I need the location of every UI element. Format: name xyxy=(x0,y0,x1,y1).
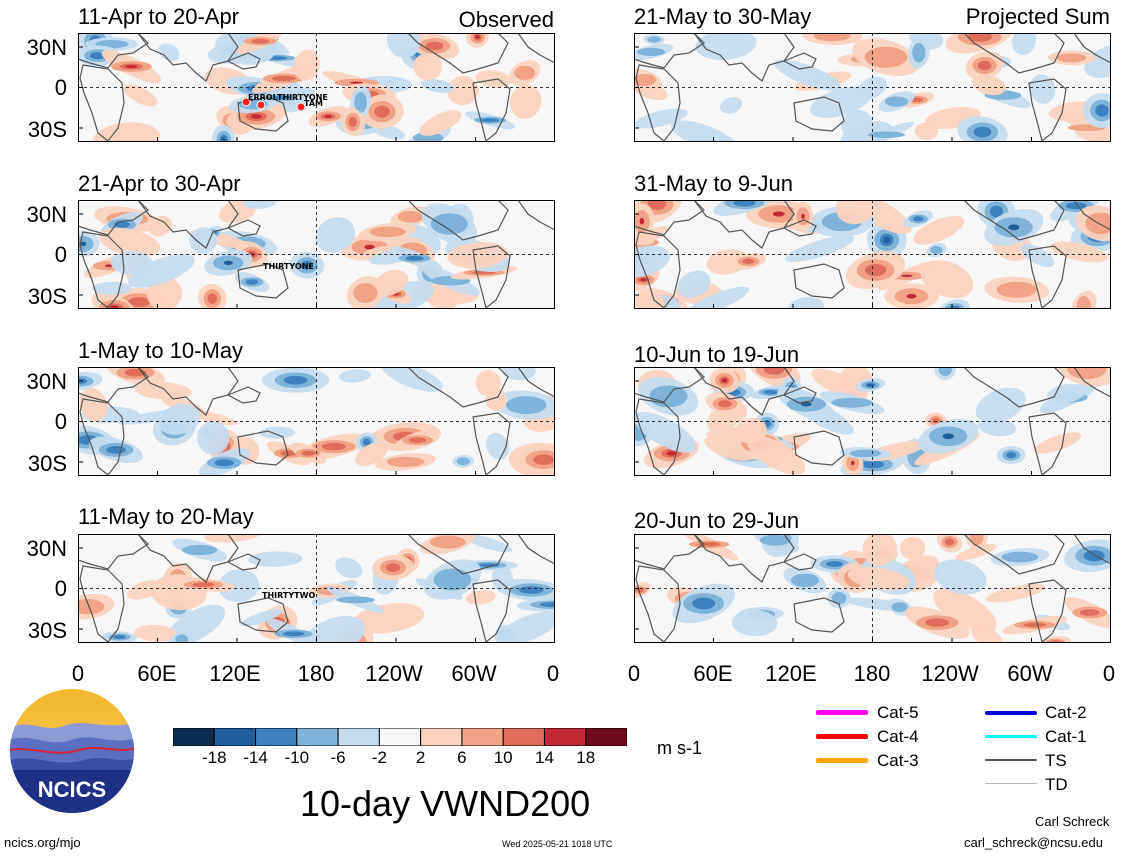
lon-label-120w: 120W xyxy=(921,661,979,686)
map-panel-projected-4 xyxy=(634,534,1111,643)
lon-label-0: 0 xyxy=(627,661,641,686)
legend-swatch-cat3 xyxy=(816,758,868,763)
observed-label: Observed xyxy=(458,7,554,32)
legend-swatch-cat1 xyxy=(985,735,1037,738)
lon-label-60e: 60E xyxy=(693,661,733,686)
lon-label-0: 0 xyxy=(546,661,560,686)
panel-title-observed-2: 21-Apr to 30-Apr xyxy=(78,171,241,196)
lat-label-eq: 0 xyxy=(54,576,67,601)
legend-swatch-cat4 xyxy=(816,734,868,739)
colorbar-tick-label: -10 xyxy=(284,748,310,767)
panel-title-projected-1: 21-May to 30-May xyxy=(634,4,812,29)
panel-title-projected-3: 10-Jun to 19-Jun xyxy=(634,342,800,367)
projected-label: Projected Sum xyxy=(965,4,1110,29)
lon-label-180: 180 xyxy=(297,661,335,686)
lon-label-60e: 60E xyxy=(137,661,177,686)
map-panel-observed-3 xyxy=(78,367,555,476)
lat-label-30n: 30N xyxy=(26,202,67,227)
panel-title-observed-3: 1-May to 10-May xyxy=(78,338,244,363)
figure-title: 10-day VWND200 xyxy=(300,783,591,824)
legend-label-cat2: Cat-2 xyxy=(1045,703,1087,722)
lon-label-0: 0 xyxy=(1102,661,1116,686)
colorbar-tick-label: -18 xyxy=(201,748,227,767)
lon-label-0: 0 xyxy=(71,661,85,686)
legend-swatch-ts xyxy=(985,759,1037,761)
map-panel-observed-1 xyxy=(78,33,555,142)
footer-timestamp: Wed 2025-05-21 1018 UTC xyxy=(502,839,613,849)
legend-label-cat1: Cat-1 xyxy=(1045,727,1087,746)
ncics-logo-text: NCICS xyxy=(38,777,106,802)
legend-label-ts: TS xyxy=(1045,751,1067,770)
storm-label-thirtyone: THIRTYONE xyxy=(277,93,328,102)
lat-label-30n: 30N xyxy=(26,369,67,394)
footer-email[interactable]: carl_schreck@ncsu.edu xyxy=(964,835,1103,850)
map-panel-observed-2 xyxy=(78,200,555,309)
colorbar-tick-label: -2 xyxy=(371,748,387,767)
colorbar-segment xyxy=(420,728,463,746)
lat-label-30n: 30N xyxy=(26,536,67,561)
lon-label-120e: 120E xyxy=(209,661,261,686)
footer-url[interactable]: ncics.org/mjo xyxy=(4,835,81,850)
legend-swatch-cat5 xyxy=(816,710,868,715)
legend-label-cat4: Cat-4 xyxy=(877,727,919,746)
map-panel-projected-3 xyxy=(634,367,1111,476)
colorbar-segment xyxy=(378,728,422,746)
lat-label-30s: 30S xyxy=(27,284,67,309)
lon-label-120e: 120E xyxy=(765,661,817,686)
lat-label-30s: 30S xyxy=(27,117,67,142)
legend-label-cat3: Cat-3 xyxy=(877,751,919,770)
panel-title-observed-4: 11-May to 20-May xyxy=(78,504,254,529)
colorbar-segment xyxy=(296,728,339,746)
panel-title-projected-2: 31-May to 9-Jun xyxy=(634,171,793,196)
legend-swatch-td xyxy=(985,783,1037,784)
colorbar xyxy=(173,728,627,746)
colorbar-segment xyxy=(543,728,587,746)
storm-label-thirtyone: THIRTYONE xyxy=(263,262,314,271)
ncics-logo: NCICS xyxy=(10,689,134,813)
storm-label-tam: TAM xyxy=(304,99,323,108)
lon-label-60w: 60W xyxy=(1007,661,1053,686)
colorbar-tick-label: -6 xyxy=(330,748,346,767)
lat-label-30s: 30S xyxy=(27,451,67,476)
lat-label-eq: 0 xyxy=(54,75,67,100)
colorbar-segment xyxy=(585,728,627,746)
colorbar-segment xyxy=(461,728,504,746)
colorbar-segment xyxy=(337,728,380,746)
storm-label-errol: ERROL xyxy=(248,93,278,102)
colorbar-segment xyxy=(213,728,257,746)
storm-label-thirtytwo: THIRTYTWO xyxy=(262,591,316,600)
map-panel-observed-4 xyxy=(78,534,555,643)
legend-swatch-cat2 xyxy=(985,711,1037,715)
colorbar-tick-label: 18 xyxy=(576,748,596,767)
lon-label-120w: 120W xyxy=(365,661,423,686)
lon-label-60w: 60W xyxy=(451,661,497,686)
colorbar-tick-label: 10 xyxy=(493,748,513,767)
lat-label-30n: 30N xyxy=(26,35,67,60)
colorbar-tick-label: -14 xyxy=(243,748,268,767)
colorbar-segment xyxy=(173,728,215,746)
lat-label-eq: 0 xyxy=(54,242,67,267)
map-panel-projected-2 xyxy=(634,200,1111,309)
lon-label-180: 180 xyxy=(853,661,891,686)
panel-title-observed-1: 11-Apr to 20-Apr xyxy=(78,4,240,29)
colorbar-segment xyxy=(255,728,298,746)
footer-author: Carl Schreck xyxy=(1035,814,1110,829)
colorbar-tick-label: 14 xyxy=(534,748,554,767)
lat-label-eq: 0 xyxy=(54,409,67,434)
lat-label-30s: 30S xyxy=(27,618,67,643)
colorbar-tick-label: 6 xyxy=(457,748,467,767)
colorbar-units: m s-1 xyxy=(657,738,702,758)
legend-label-cat5: Cat-5 xyxy=(877,703,919,722)
panel-title-projected-4: 20-Jun to 29-Jun xyxy=(634,508,800,533)
map-panel-projected-1 xyxy=(634,33,1111,142)
colorbar-tick-label: 2 xyxy=(415,748,426,767)
legend-label-td: TD xyxy=(1045,775,1068,794)
colorbar-segment xyxy=(502,728,545,746)
